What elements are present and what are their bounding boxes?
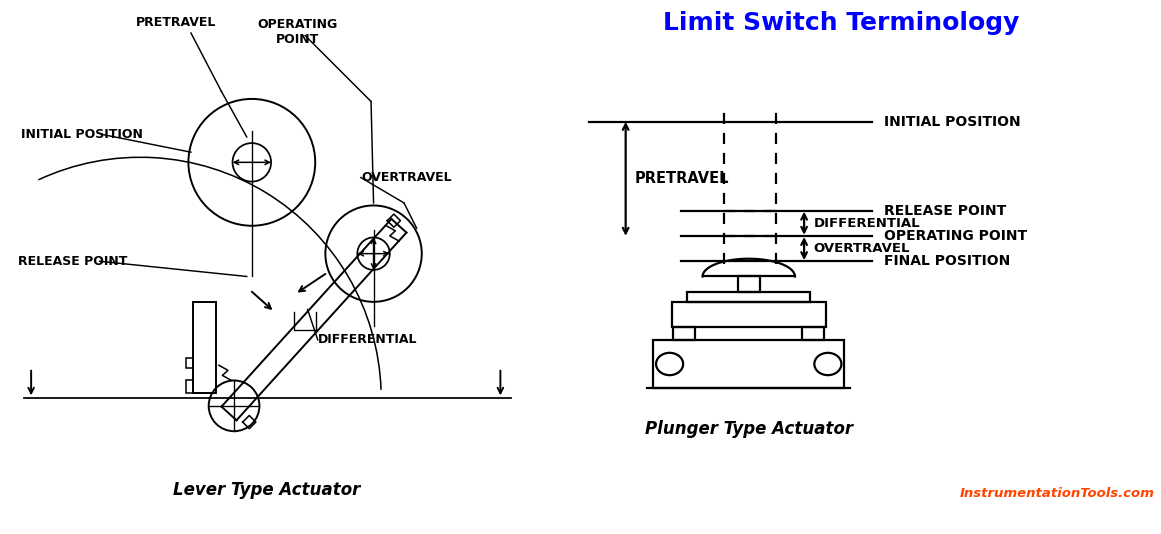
Text: RELEASE POINT: RELEASE POINT	[885, 203, 1007, 217]
Bar	[186, 380, 194, 393]
Text: DIFFERENTIAL: DIFFERENTIAL	[814, 217, 920, 230]
Text: OPERATING
POINT: OPERATING POINT	[258, 18, 338, 46]
Text: DIFFERENTIAL: DIFFERENTIAL	[318, 333, 417, 347]
Text: INITIAL POSITION: INITIAL POSITION	[21, 128, 143, 141]
Text: Limit Switch Terminology: Limit Switch Terminology	[663, 11, 1019, 35]
Bar	[672, 302, 825, 327]
Bar	[687, 292, 810, 302]
Text: OVERTRAVEL: OVERTRAVEL	[361, 171, 452, 184]
Text: OPERATING POINT: OPERATING POINT	[885, 229, 1027, 243]
Bar	[802, 327, 824, 340]
Bar	[194, 302, 216, 393]
Bar	[186, 358, 194, 368]
Bar	[737, 277, 759, 292]
Text: Plunger Type Actuator: Plunger Type Actuator	[644, 420, 853, 438]
Text: OVERTRAVEL: OVERTRAVEL	[814, 242, 910, 255]
Text: Lever Type Actuator: Lever Type Actuator	[173, 481, 361, 499]
Bar	[654, 340, 844, 388]
Text: FINAL POSITION: FINAL POSITION	[885, 254, 1010, 268]
Bar	[673, 327, 695, 340]
Text: INITIAL POSITION: INITIAL POSITION	[885, 115, 1021, 129]
Text: InstrumentationTools.com: InstrumentationTools.com	[960, 486, 1155, 500]
Text: RELEASE POINT: RELEASE POINT	[19, 255, 128, 268]
Text: PRETRAVEL: PRETRAVEL	[635, 171, 729, 186]
Text: PRETRAVEL: PRETRAVEL	[136, 17, 216, 29]
